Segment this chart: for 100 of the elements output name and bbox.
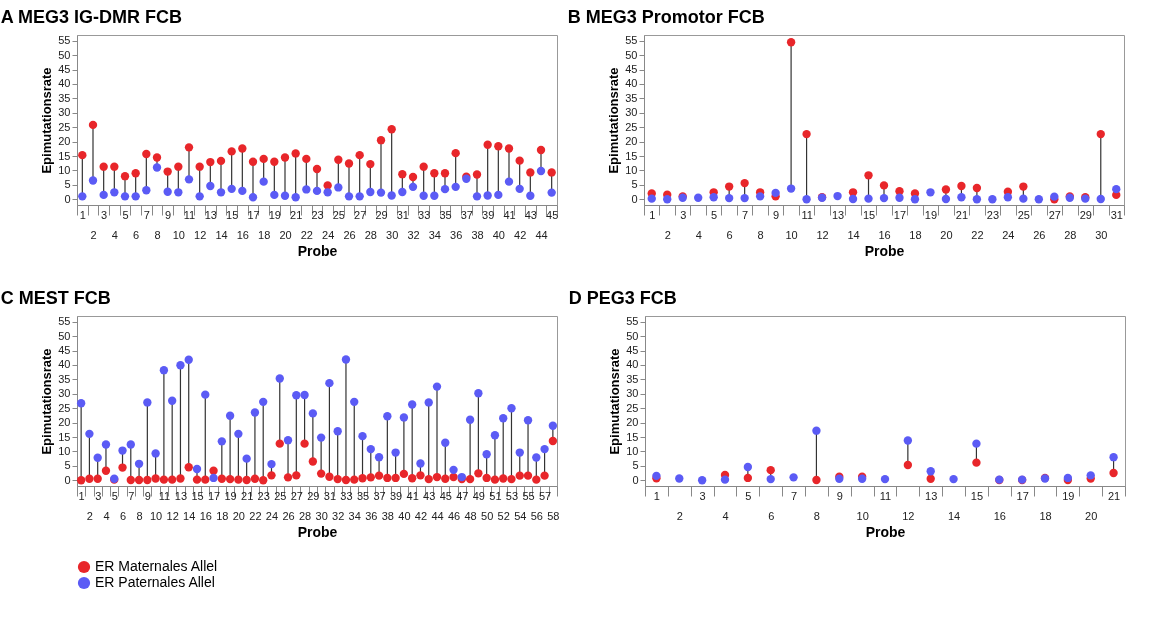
x-tick-label: 12 — [194, 228, 207, 241]
y-tick-label: 0 — [631, 192, 638, 205]
y-axis-title: Epimutationsrate — [606, 67, 622, 174]
x-tick-label: 28 — [1064, 228, 1077, 241]
x-tick-label: 32 — [332, 509, 345, 522]
x-tick-label: 1 — [78, 489, 85, 502]
x-tick-label: 4 — [695, 228, 702, 241]
x-tick-label: 3 — [101, 208, 108, 221]
x-tick-label: 32 — [407, 228, 420, 241]
y-tick-label: 30 — [625, 106, 638, 119]
y-tick-label: 35 — [625, 91, 638, 104]
x-tick-label: 54 — [514, 509, 527, 522]
x-tick-label: 22 — [249, 509, 262, 522]
y-tick-label: 30 — [58, 387, 71, 400]
y-axis-title: Epimutationsrate — [607, 348, 623, 455]
y-tick-label: 50 — [625, 48, 638, 61]
x-tick-label: 53 — [505, 489, 519, 502]
y-tick-label: 45 — [58, 344, 71, 357]
x-tick-label: 16 — [878, 228, 891, 241]
chart-title: D PEG3 FCB — [568, 287, 677, 308]
y-axis-title: Epimutationsrate — [39, 348, 55, 455]
x-tick-label: 47 — [456, 489, 469, 502]
x-tick-label: 3 — [95, 489, 102, 502]
x-tick-label: 15 — [226, 208, 239, 221]
x-tick-label: 40 — [398, 509, 411, 522]
x-tick-label: 23 — [986, 208, 1000, 221]
x-tick-label: 52 — [497, 509, 510, 522]
y-tick-label: 20 — [58, 135, 71, 148]
x-tick-label: 33 — [418, 208, 431, 221]
x-tick-label: 38 — [381, 509, 394, 522]
x-tick-label: 12 — [816, 228, 829, 241]
y-tick-label: 55 — [626, 315, 639, 328]
x-axis-title: Probe — [864, 242, 905, 259]
x-axis-title: Probe — [865, 523, 906, 540]
y-tick-label: 50 — [58, 329, 71, 342]
x-tick-label: 40 — [492, 228, 505, 241]
x-tick-label: 18 — [909, 228, 922, 241]
x-tick-label: 50 — [481, 509, 494, 522]
y-tick-label: 10 — [625, 163, 638, 176]
y-tick-label: 45 — [626, 344, 639, 357]
x-tick-label: 37 — [373, 489, 386, 502]
x-tick-label: 27 — [354, 208, 367, 221]
x-tick-label: 5 — [122, 208, 129, 221]
x-tick-label: 28 — [364, 228, 377, 241]
y-tick-label: 10 — [58, 163, 71, 176]
x-tick-label: 10 — [150, 509, 163, 522]
x-tick-label: 8 — [813, 509, 820, 522]
x-tick-label: 25 — [332, 208, 345, 221]
y-tick-label: 5 — [631, 178, 638, 191]
x-tick-label: 30 — [315, 509, 328, 522]
x-tick-label: 23 — [257, 489, 270, 502]
x-tick-label: 7 — [128, 489, 135, 502]
x-tick-label: 35 — [356, 489, 370, 502]
x-tick-label: 20 — [940, 228, 953, 241]
x-tick-label: 51 — [489, 489, 502, 502]
x-tick-label: 14 — [183, 509, 196, 522]
x-tick-label: 6 — [119, 509, 127, 522]
x-tick-label: 16 — [993, 509, 1006, 522]
x-tick-label: 29 — [1079, 208, 1092, 221]
x-tick-label: 10 — [856, 509, 869, 522]
x-tick-label: 4 — [722, 509, 729, 522]
x-tick-label: 30 — [386, 228, 399, 241]
x-tick-label: 10 — [172, 228, 185, 241]
x-tick-label: 5 — [111, 489, 118, 502]
y-tick-label: 35 — [58, 91, 71, 104]
x-tick-label: 7 — [143, 208, 150, 221]
x-tick-label: 44 — [431, 509, 444, 522]
x-tick-label: 31 — [1110, 208, 1123, 221]
x-tick-label: 55 — [522, 489, 535, 502]
x-tick-label: 42 — [414, 509, 428, 522]
y-tick-label: 40 — [58, 77, 71, 90]
x-tick-label: 12 — [902, 509, 915, 522]
y-tick-label: 40 — [625, 77, 638, 90]
legend-label: ER Maternales Allel — [95, 558, 218, 574]
y-tick-label: 30 — [58, 106, 71, 119]
x-tick-label: 57 — [538, 489, 552, 502]
x-tick-label: 35 — [439, 208, 452, 221]
x-tick-label: 39 — [482, 208, 495, 221]
x-tick-label: 4 — [103, 509, 110, 522]
x-tick-label: 9 — [165, 208, 172, 221]
x-tick-label: 44 — [535, 228, 548, 241]
x-tick-label: 28 — [298, 509, 312, 522]
x-tick-label: 19 — [1062, 489, 1075, 502]
x-tick-label: 21 — [1107, 489, 1121, 502]
x-tick-label: 20 — [1085, 509, 1098, 522]
y-tick-label: 55 — [58, 315, 71, 328]
x-tick-label: 20 — [279, 228, 292, 241]
x-tick-label: 13 — [831, 208, 845, 221]
x-tick-label: 4 — [111, 228, 118, 241]
y-tick-label: 35 — [58, 372, 71, 385]
x-tick-label: 6 — [768, 509, 775, 522]
x-tick-label: 19 — [224, 489, 237, 502]
x-tick-label: 2 — [90, 228, 97, 241]
x-tick-label: 34 — [428, 228, 441, 241]
x-tick-label: 8 — [757, 228, 764, 241]
y-tick-label: 10 — [626, 444, 639, 457]
y-tick-label: 10 — [58, 444, 71, 457]
x-tick-label: 24 — [265, 509, 279, 522]
y-tick-label: 0 — [64, 473, 71, 486]
x-tick-label: 20 — [232, 509, 245, 522]
